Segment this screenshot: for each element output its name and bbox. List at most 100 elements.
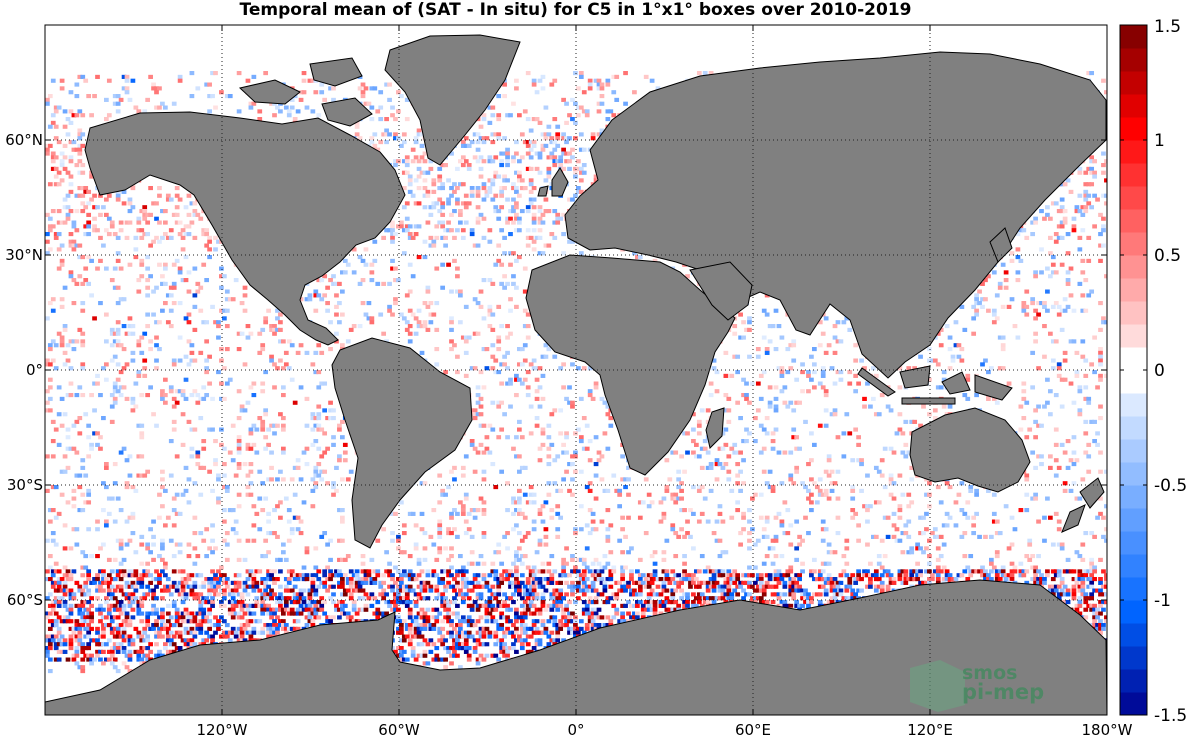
anomaly-cell <box>449 193 454 198</box>
anomaly-cell <box>177 74 183 79</box>
anomaly-cell <box>127 197 133 202</box>
anomaly-cell <box>195 393 201 398</box>
anomaly-cell <box>106 232 112 237</box>
anomaly-cell <box>611 113 617 118</box>
anomaly-cell <box>416 308 422 313</box>
anomaly-cell <box>434 327 440 332</box>
anomaly-cell <box>1006 304 1012 309</box>
anomaly-cell <box>92 431 97 436</box>
anomaly-cell <box>136 109 142 114</box>
anomaly-cell <box>508 209 513 214</box>
anomaly-cell <box>401 170 407 175</box>
anomaly-cell <box>1074 373 1080 378</box>
anomaly-cell <box>573 431 578 436</box>
anomaly-cell <box>484 435 490 440</box>
anomaly-cell <box>511 159 516 164</box>
anomaly-cell <box>74 419 80 424</box>
anomaly-cell <box>1077 385 1083 390</box>
anomaly-cell <box>514 212 519 217</box>
anomaly-cell <box>605 117 611 122</box>
anomaly-cell <box>555 220 561 225</box>
anomaly-cell <box>505 350 510 355</box>
anomaly-cell <box>106 113 112 118</box>
anomaly-cell <box>127 220 133 225</box>
anomaly-cell <box>390 239 395 244</box>
anomaly-cell <box>307 78 313 83</box>
anomaly-cell <box>174 212 180 217</box>
anomaly-cell <box>546 174 552 179</box>
anomaly-cell <box>950 358 956 363</box>
anomaly-cell <box>213 247 218 252</box>
anomaly-cell <box>80 74 86 79</box>
anomaly-cell <box>1092 370 1097 375</box>
anomaly-cell <box>991 320 997 325</box>
anomaly-cell <box>189 350 195 355</box>
anomaly-cell <box>747 354 752 359</box>
anomaly-cell <box>994 293 1000 298</box>
anomaly-cell <box>192 266 198 271</box>
anomaly-cell <box>1056 312 1062 317</box>
anomaly-cell <box>1098 377 1103 382</box>
anomaly-cell <box>142 205 148 210</box>
anomaly-cell <box>112 354 118 359</box>
anomaly-cell <box>717 446 723 451</box>
anomaly-cell <box>525 393 531 398</box>
anomaly-cell <box>47 396 53 401</box>
anomaly-cell <box>817 423 823 428</box>
anomaly-cell <box>440 205 446 210</box>
anomaly-cell <box>561 251 566 256</box>
anomaly-cell <box>272 423 277 428</box>
anomaly-cell <box>844 316 850 321</box>
anomaly-cell <box>1095 197 1100 202</box>
anomaly-cell <box>832 408 838 413</box>
anomaly-cell <box>1083 396 1089 401</box>
anomaly-cell <box>45 239 50 244</box>
anomaly-cell <box>1083 431 1089 436</box>
anomaly-cell <box>744 439 749 444</box>
anomaly-cell <box>331 416 336 421</box>
anomaly-cell <box>80 143 86 148</box>
anomaly-cell <box>68 339 74 344</box>
anomaly-cell <box>68 381 74 386</box>
anomaly-cell <box>101 205 106 210</box>
anomaly-cell <box>466 163 472 168</box>
anomaly-cell <box>71 423 77 428</box>
anomaly-cell <box>1030 350 1036 355</box>
anomaly-cell <box>537 151 543 156</box>
anomaly-cell <box>481 182 487 187</box>
anomaly-cell <box>390 105 395 110</box>
anomaly-cell <box>431 312 437 317</box>
anomaly-cell <box>502 136 507 141</box>
anomaly-cell <box>281 385 286 390</box>
anomaly-cell <box>469 140 475 145</box>
anomaly-cell <box>487 308 493 313</box>
anomaly-cell <box>62 324 68 329</box>
anomaly-cell <box>1065 281 1071 286</box>
anomaly-cell <box>788 343 794 348</box>
anomaly-cell <box>753 416 758 421</box>
anomaly-cell <box>481 140 487 145</box>
anomaly-cell <box>823 350 829 355</box>
anomaly-cell <box>56 412 62 417</box>
anomaly-cell <box>481 197 487 202</box>
anomaly-cell <box>109 327 115 332</box>
anomaly-cell <box>605 404 611 409</box>
anomaly-cell <box>576 189 581 194</box>
anomaly-cell <box>65 132 71 137</box>
anomaly-cell <box>440 285 446 290</box>
anomaly-cell <box>531 247 537 252</box>
anomaly-cell <box>496 94 502 99</box>
anomaly-cell <box>304 105 310 110</box>
anomaly-cell <box>245 400 251 405</box>
anomaly-cell <box>133 381 139 386</box>
anomaly-cell <box>1083 182 1089 187</box>
anomaly-cell <box>334 331 339 336</box>
anomaly-cell <box>121 74 127 79</box>
anomaly-cell <box>750 381 755 386</box>
anomaly-cell <box>154 358 159 363</box>
anomaly-cell <box>578 74 584 79</box>
anomaly-cell <box>186 212 192 217</box>
anomaly-cell <box>490 281 496 286</box>
anomaly-cell <box>991 308 997 313</box>
anomaly-cell <box>310 78 316 83</box>
